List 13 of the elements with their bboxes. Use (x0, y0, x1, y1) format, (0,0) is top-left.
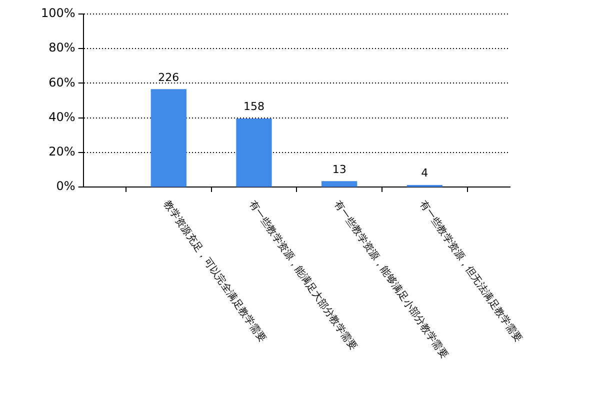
annotation: 226 (158, 70, 180, 84)
y-tick-label: 0% (56, 179, 76, 194)
y-tick-label: 60% (48, 75, 76, 90)
y-tick-label: 100% (40, 6, 76, 20)
y-tick-label: 40% (48, 110, 76, 124)
annotation: 13 (332, 162, 346, 176)
annotation: 158 (243, 100, 264, 114)
y-tick-label: 20% (48, 144, 76, 159)
bar (150, 89, 186, 187)
bar (321, 181, 358, 187)
bar (236, 118, 272, 187)
annotation: 4 (421, 166, 428, 180)
y-tick-label: 80% (48, 40, 76, 55)
